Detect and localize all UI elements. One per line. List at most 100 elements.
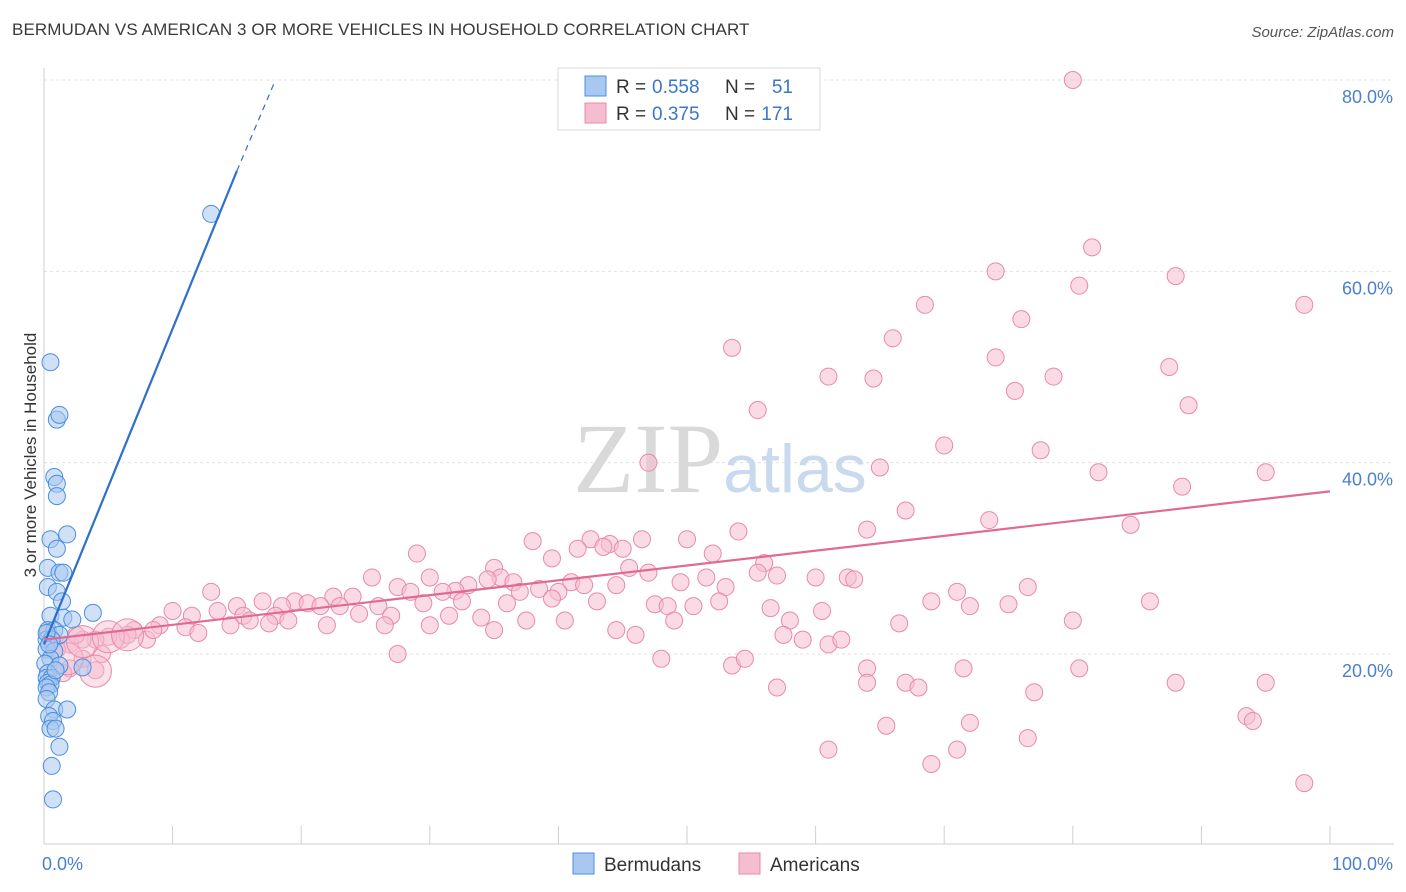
americans-point <box>1179 396 1198 415</box>
legend: R = 0.558 N = 51 R = 0.375 N = 171 <box>557 67 821 131</box>
americans-point <box>1140 592 1159 611</box>
americans-point <box>954 659 973 678</box>
americans-point <box>607 576 626 595</box>
bermudans-point <box>50 737 69 756</box>
americans-point <box>91 620 125 654</box>
bermudans-point <box>46 661 65 680</box>
americans-point <box>594 537 613 556</box>
americans-point <box>922 755 941 774</box>
bermudans-point <box>47 487 66 506</box>
bermudans-trend-line <box>42 170 238 645</box>
americans-point <box>452 592 471 611</box>
americans-point <box>735 649 754 668</box>
bermudans-trend-extension <box>236 79 277 172</box>
legend-n-value: 51 <box>772 77 793 98</box>
americans-point <box>1012 310 1031 329</box>
americans-point <box>858 673 877 692</box>
americans-point <box>665 611 684 630</box>
americans-point <box>189 623 208 642</box>
bermudans-point <box>47 539 66 558</box>
grid-lines <box>44 79 1394 655</box>
americans-point <box>1160 358 1179 376</box>
legend-r-label: R = <box>616 77 646 98</box>
americans-point <box>575 576 594 595</box>
americans-point <box>896 501 915 520</box>
americans-point <box>350 604 369 623</box>
americans-point <box>1063 71 1082 89</box>
legend-n-label: N = <box>725 104 755 125</box>
americans-point <box>1063 611 1082 630</box>
americans-point <box>639 453 658 472</box>
americans-point <box>870 458 889 477</box>
americans-point <box>433 582 452 601</box>
y-tick-labels: 20.0% 40.0% 60.0% 80.0% <box>1342 87 1393 681</box>
x-tick-label: 100.0% <box>1332 854 1393 874</box>
americans-point <box>819 367 838 386</box>
source-label: Source: ZipAtlas.com <box>1251 24 1394 41</box>
bermudans-point <box>63 610 82 629</box>
americans-point <box>607 621 626 640</box>
americans-point <box>819 740 838 759</box>
americans-point <box>748 401 767 420</box>
americans-point <box>890 614 909 633</box>
americans-trend-line <box>43 490 1331 641</box>
legend-swatch-americans <box>584 102 607 124</box>
americans-point <box>202 582 221 601</box>
americans-point <box>960 713 979 732</box>
americans-point <box>542 549 561 568</box>
americans-point <box>768 566 787 585</box>
americans-point <box>909 678 928 697</box>
y-tick-label: 20.0% <box>1342 661 1393 681</box>
americans-point <box>632 530 651 549</box>
americans-point <box>478 570 497 589</box>
americans-point <box>1031 441 1050 460</box>
americans-point <box>530 579 549 598</box>
americans-point <box>652 649 671 668</box>
bermudans-point <box>58 525 77 544</box>
americans-point <box>1121 515 1140 534</box>
americans-point <box>1295 774 1314 793</box>
americans-point <box>388 645 407 663</box>
trend-lines <box>42 79 1331 645</box>
y-tick-label: 60.0% <box>1342 278 1393 298</box>
americans-point <box>915 295 934 314</box>
americans-point <box>1256 673 1275 692</box>
americans-point <box>221 616 240 635</box>
americans-point <box>883 329 902 348</box>
americans-point <box>723 338 742 357</box>
americans-point <box>980 511 999 530</box>
americans-point <box>260 614 279 633</box>
americans-point <box>279 611 298 630</box>
chart-title: BERMUDAN VS AMERICAN 3 OR MORE VEHICLES … <box>12 20 750 39</box>
americans-point <box>542 589 561 608</box>
americans-point <box>407 544 426 563</box>
americans-point <box>1295 295 1314 314</box>
bermudans-point <box>73 658 92 677</box>
americans-point <box>613 539 632 558</box>
americans-point <box>761 599 780 618</box>
y-tick-label: 80.0% <box>1342 87 1393 107</box>
americans-point <box>1083 238 1102 257</box>
americans-point <box>671 573 690 592</box>
americans-point <box>626 625 645 644</box>
americans-point <box>729 522 748 541</box>
americans-point <box>710 592 729 611</box>
americans-point <box>517 611 536 630</box>
legend-r-value: 0.375 <box>652 104 700 125</box>
americans-point <box>485 621 504 640</box>
bottom-legend-americans: Americans <box>770 855 860 876</box>
americans-point <box>684 597 703 616</box>
americans-point <box>845 570 864 589</box>
americans-point <box>1018 578 1037 597</box>
americans-point <box>793 630 812 649</box>
americans-point <box>639 563 658 582</box>
bottom-legend-swatch-americans <box>738 852 761 875</box>
bottom-legend: Bermudans Americans <box>572 852 860 876</box>
americans-point <box>864 369 883 388</box>
americans-point <box>420 616 439 635</box>
legend-r-value: 0.558 <box>652 77 700 98</box>
americans-point <box>375 616 394 635</box>
bermudans-point <box>54 563 73 582</box>
legend-r-label: R = <box>616 104 646 125</box>
